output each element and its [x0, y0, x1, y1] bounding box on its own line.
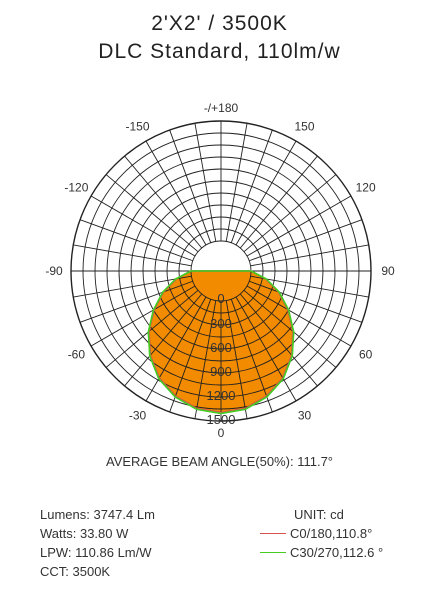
radial-tick-label: 900 [210, 364, 232, 379]
angle-label: 0 [218, 426, 225, 440]
unit-text: UNIT: cd [294, 507, 344, 522]
legend: UNIT: cd C0/180,110.8° C30/270,112.6 ° [260, 505, 383, 562]
radial-tick-label: 600 [210, 340, 232, 355]
radial-tick-label: 1500 [207, 412, 236, 427]
legend-label-c30: C30/270,112.6 ° [290, 545, 384, 560]
angle-label: 150 [294, 119, 314, 133]
radial-tick-label: 1200 [207, 388, 236, 403]
legend-item-c0: C0/180,110.8° [260, 524, 383, 543]
spec-list: Lumens: 3747.4 Lm Watts: 33.80 W LPW: 11… [40, 505, 155, 581]
grid-spoke [250, 244, 369, 267]
grid-spoke [230, 129, 273, 243]
beam-angle-text: AVERAGE BEAM ANGLE(50%): 111.7° [105, 454, 333, 469]
angle-label: 120 [356, 181, 376, 195]
watts-text: Watts: 33.80 W [40, 526, 129, 541]
grid-spoke [105, 174, 199, 253]
legend-item-c30: C30/270,112.6 ° [260, 543, 383, 562]
angle-label: -150 [125, 119, 149, 133]
radial-tick-label: 300 [210, 316, 232, 331]
cct-text: CCT: 3500K [40, 564, 111, 579]
grid-spoke [235, 140, 297, 246]
angle-label: -90 [45, 264, 63, 278]
legend-swatch-c30 [260, 552, 286, 553]
grid-spoke [73, 244, 192, 267]
angle-label: 30 [298, 409, 312, 423]
grid-spoke [250, 275, 369, 298]
grid-spoke [145, 140, 207, 246]
grid-spoke [124, 155, 203, 249]
lumens-text: Lumens: 3747.4 Lm [40, 507, 155, 522]
angle-label: -30 [129, 409, 147, 423]
grid-spoke [169, 129, 212, 243]
intensity-curves [147, 270, 295, 415]
grid-spoke [194, 123, 217, 242]
grid-overlay [148, 271, 294, 413]
grid-spoke [239, 155, 318, 249]
angle-label: -/+180 [204, 101, 239, 115]
polar-chart: -/+180 150 -150 120 -120 90 -90 60 -60 30 -30 0 0 300… [45, 101, 395, 440]
grid-spoke [90, 195, 196, 257]
axis-labels: -/+180 150 -150 120 -120 90 -90 60 -60 30 -30 0 0 300… [45, 101, 395, 440]
chart-subtitle: DLC Standard, 110lm/w [98, 40, 341, 63]
curve-stroke-1 [147, 270, 295, 415]
lpw-text: LPW: 110.86 Lm/W [40, 545, 152, 560]
grid-spoke [246, 195, 352, 257]
chart-title: 2'X2' / 3500K [151, 12, 288, 35]
angle-label: 90 [381, 264, 395, 278]
grid-spoke [249, 219, 363, 262]
angle-label: -60 [68, 348, 86, 362]
grid-spoke [225, 123, 248, 242]
angle-label: -120 [64, 181, 88, 195]
legend-swatch-c0 [260, 533, 286, 534]
grid-spoke [73, 275, 192, 298]
legend-label-c0: C0/180,110.8° [290, 526, 373, 541]
radial-tick-label: 0 [217, 291, 224, 306]
angle-label: 60 [359, 348, 373, 362]
grid-spoke [243, 174, 337, 253]
grid-spoke [79, 219, 193, 262]
